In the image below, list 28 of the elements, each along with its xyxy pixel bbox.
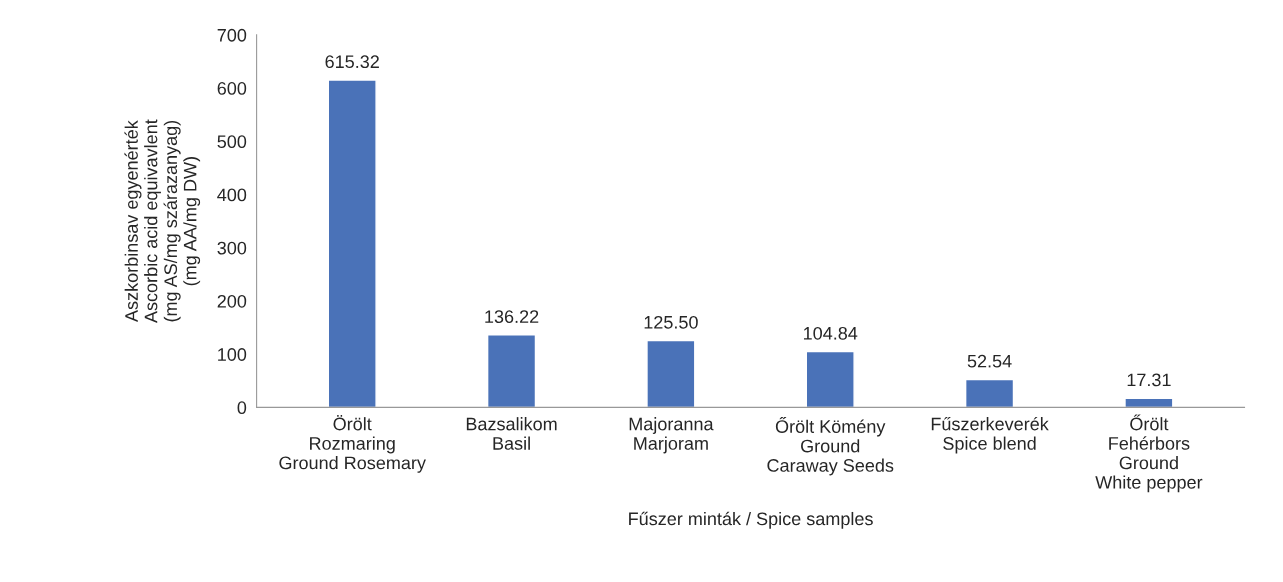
bar bbox=[1124, 397, 1174, 408]
bar bbox=[486, 334, 537, 408]
bar bbox=[805, 350, 855, 408]
x-tick-label: Bazsalikom Basil bbox=[466, 417, 557, 450]
bar bbox=[964, 378, 1015, 408]
data-label: 136.22 bbox=[485, 310, 539, 324]
bar bbox=[327, 79, 377, 408]
y-tick-label: 600 bbox=[217, 82, 247, 95]
y-tick-label: 700 bbox=[217, 28, 247, 42]
x-axis-title: Fűszer minták / Spice samples bbox=[629, 511, 873, 529]
y-tick-label: 500 bbox=[217, 135, 247, 149]
y-tick-label: 400 bbox=[217, 188, 247, 202]
y-tick-label: 300 bbox=[217, 241, 247, 255]
data-label: 104.84 bbox=[803, 326, 858, 340]
data-label: 615.32 bbox=[325, 55, 379, 69]
y-tick-label: 0 bbox=[237, 401, 247, 415]
data-label: 52.54 bbox=[967, 354, 1012, 368]
x-tick-label: Majoranna Marjoram bbox=[629, 417, 714, 454]
y-axis-title: Aszkorbinsav egyenérték Ascorbic acid equivavlent (mg AS/mg szárazanyag) (mg AA/mg DW) bbox=[124, 119, 201, 323]
y-tick-label: 200 bbox=[217, 294, 247, 308]
y-tick-label: 100 bbox=[218, 348, 247, 361]
x-tick-label: Őrölt Fehérbors Ground White pepper bbox=[1095, 414, 1203, 493]
data-label: 17.31 bbox=[1127, 373, 1171, 387]
x-tick-label: Örölt Rozmaring Ground Rosemary bbox=[279, 415, 426, 473]
data-label: 125.50 bbox=[644, 315, 698, 329]
bar bbox=[646, 339, 696, 408]
x-tick-label: Őrölt Kömény Ground Caraway Seeds bbox=[767, 417, 894, 476]
x-tick-label: Fűszerkeverék Spice blend bbox=[931, 416, 1049, 454]
